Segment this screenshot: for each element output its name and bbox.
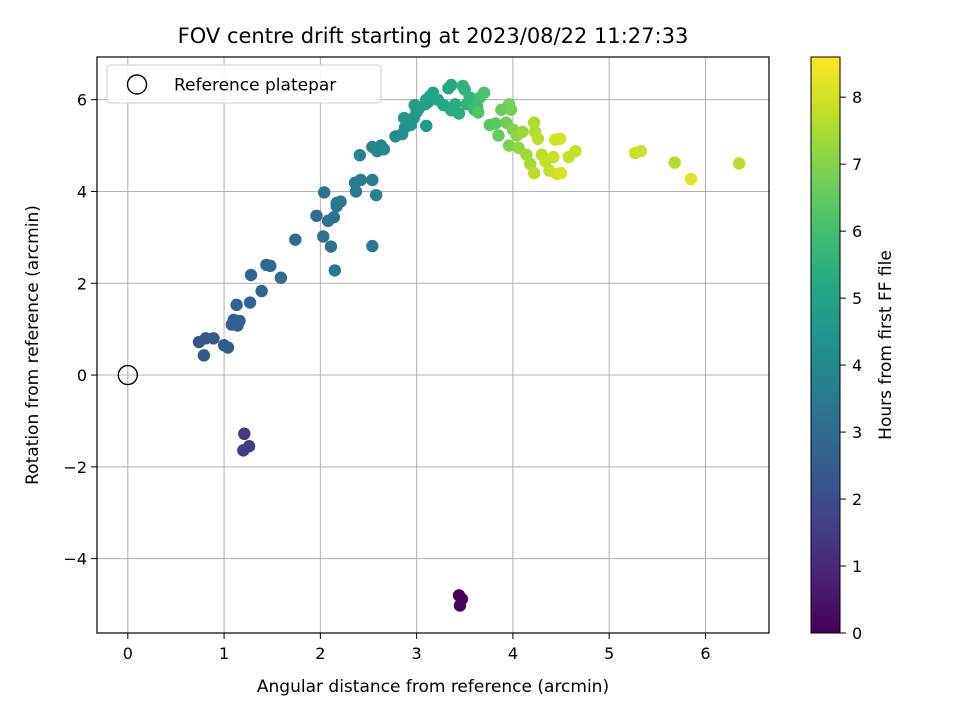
legend-box: [106, 64, 382, 104]
data-point: [516, 125, 529, 139]
x-tick-label: 0: [123, 644, 133, 663]
data-point: [328, 264, 341, 277]
colorbar-tick-label: 3: [852, 423, 862, 442]
data-point: [420, 119, 433, 133]
data-point: [310, 209, 323, 223]
data-point: [318, 186, 331, 199]
data-point: [264, 259, 277, 273]
x-axis-label: Angular distance from reference (arcmin): [257, 677, 609, 697]
data-point: [366, 239, 379, 253]
data-point: [492, 129, 505, 142]
data-point: [317, 230, 330, 243]
data-point: [230, 298, 243, 312]
data-point: [233, 314, 246, 328]
reference-platepar-marker: [117, 364, 139, 386]
reference-platepar-point: [117, 364, 139, 386]
data-point: [684, 172, 698, 186]
data-point: [349, 185, 363, 198]
data-point: [668, 156, 681, 169]
data-point: [207, 332, 220, 345]
colorbar: 0 1 2 3 4 5 6 7 8 Hours from first FF file: [810, 56, 896, 643]
data-point: [547, 150, 560, 164]
data-point: [452, 107, 466, 120]
data-point: [289, 233, 302, 246]
data-point: [554, 166, 568, 180]
legend: Reference platepar: [106, 64, 382, 104]
data-point: [472, 106, 485, 119]
chart-title: FOV centre drift starting at 2023/08/22 …: [178, 24, 689, 48]
data-point: [221, 341, 235, 354]
data-point: [477, 86, 491, 99]
colorbar-tick-label: 7: [852, 155, 862, 174]
colorbar-ticks: 0 1 2 3 4 5 6 7 8: [840, 88, 862, 643]
data-point: [324, 240, 338, 253]
data-point: [197, 349, 211, 362]
colorbar-label: Hours from first FF file: [876, 250, 896, 440]
data-point: [527, 166, 541, 180]
data-point: [377, 143, 391, 156]
data-point: [569, 144, 582, 158]
x-tick-label: 4: [508, 644, 518, 663]
data-point: [244, 268, 258, 282]
plot-frame: [96, 56, 770, 634]
data-point: [553, 132, 567, 145]
data-point: [531, 132, 545, 145]
legend-label: Reference platepar: [174, 76, 336, 96]
data-point: [243, 296, 257, 309]
y-tick-label: 2: [77, 274, 87, 293]
data-point: [354, 173, 367, 187]
data-point: [238, 427, 251, 441]
colorbar-tick-label: 0: [852, 624, 862, 643]
x-tick-label: 3: [412, 644, 422, 663]
colorbar-tick-label: 6: [852, 222, 862, 241]
x-tick-label: 1: [219, 644, 229, 663]
y-tick-label: 0: [77, 366, 87, 385]
data-point: [255, 284, 268, 298]
data-point: [504, 103, 518, 116]
data-point: [327, 210, 341, 224]
colorbar-tick-label: 4: [852, 356, 862, 375]
plot-area: [97, 57, 769, 633]
x-axis-ticks: 0 1 2 3 4 5 6: [123, 633, 711, 663]
data-point: [732, 157, 746, 170]
data-point: [353, 149, 367, 162]
y-axis-ticks: −4 −2 0 2 4 6: [63, 91, 97, 569]
data-point: [274, 271, 288, 284]
data-point: [445, 78, 458, 92]
x-tick-label: 5: [604, 644, 614, 663]
x-tick-label: 2: [315, 644, 325, 663]
colorbar-tick-label: 5: [852, 289, 862, 308]
colorbar-tick-label: 8: [852, 88, 862, 107]
y-tick-label: 6: [77, 91, 87, 110]
data-point: [502, 139, 516, 152]
y-axis-label: Rotation from reference (arcmin): [23, 205, 43, 485]
data-point: [634, 144, 648, 158]
x-tick-label: 6: [700, 644, 710, 663]
legend-open-circle-icon: [126, 74, 148, 95]
data-point: [237, 444, 250, 457]
data-point: [366, 173, 379, 187]
colorbar-gradient: [810, 56, 841, 634]
scatter-points: [192, 78, 746, 612]
colorbar-tick-label: 1: [852, 557, 862, 576]
data-point: [489, 117, 502, 130]
data-point: [334, 195, 347, 208]
y-tick-label: 4: [77, 182, 87, 201]
data-point: [453, 599, 467, 612]
colorbar-tick-label: 2: [852, 490, 862, 509]
y-tick-label: −2: [63, 458, 87, 477]
y-tick-label: −4: [63, 550, 87, 569]
data-point: [527, 116, 541, 129]
data-point: [369, 188, 383, 202]
